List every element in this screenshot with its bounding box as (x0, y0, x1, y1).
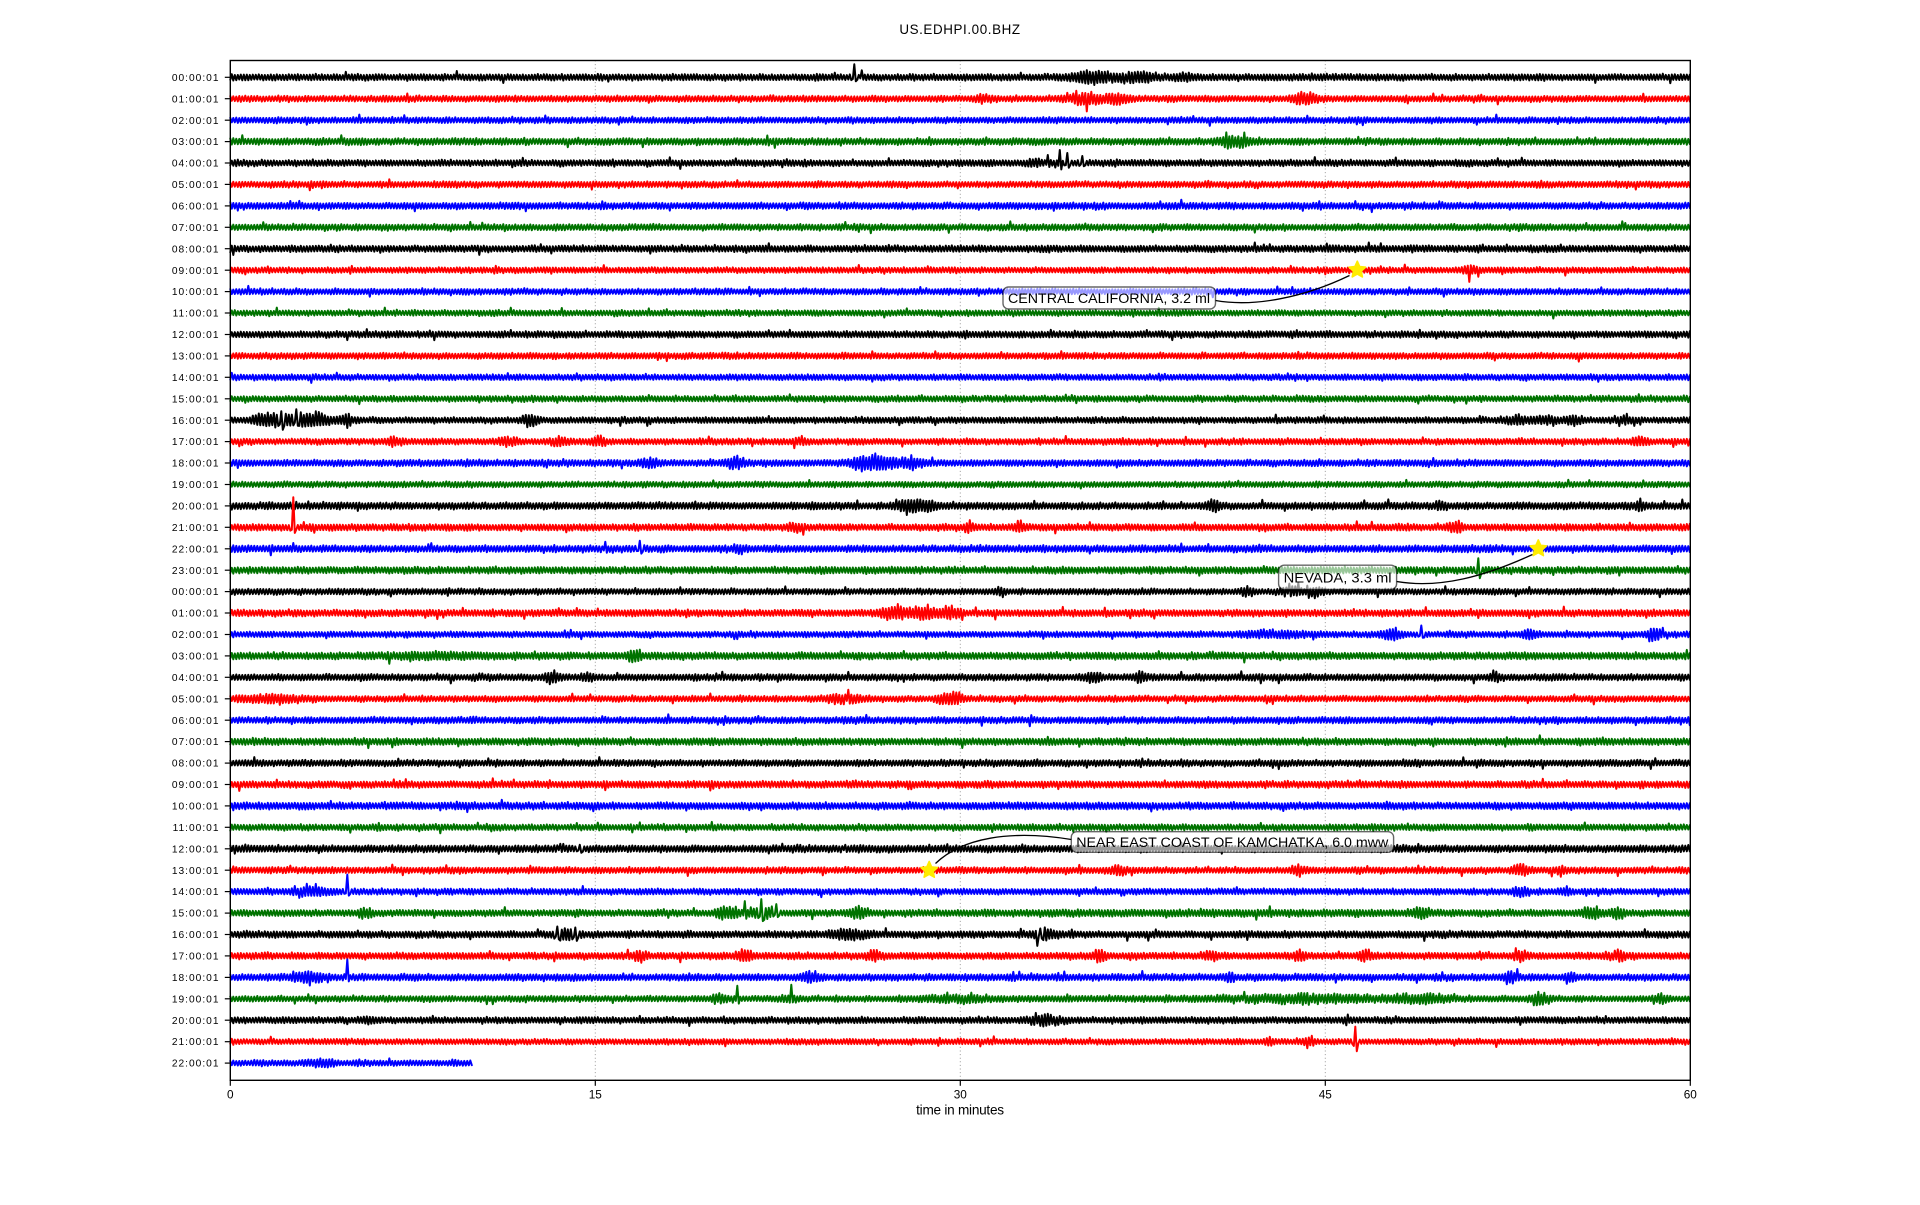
svg-text:13:00:01: 13:00:01 (172, 866, 220, 877)
svg-text:14:00:01: 14:00:01 (172, 887, 220, 898)
svg-text:15: 15 (589, 1088, 603, 1102)
svg-text:13:00:01: 13:00:01 (172, 352, 220, 363)
svg-text:18:00:01: 18:00:01 (172, 459, 220, 470)
svg-text:00:00:01: 00:00:01 (172, 73, 220, 84)
svg-text:06:00:01: 06:00:01 (172, 202, 220, 213)
svg-text:60: 60 (1684, 1088, 1698, 1102)
svg-text:12:00:01: 12:00:01 (172, 844, 220, 855)
svg-text:11:00:01: 11:00:01 (173, 309, 220, 320)
svg-text:03:00:01: 03:00:01 (172, 652, 220, 663)
svg-text:07:00:01: 07:00:01 (172, 737, 220, 748)
svg-text:08:00:01: 08:00:01 (172, 244, 220, 255)
svg-text:06:00:01: 06:00:01 (172, 716, 220, 727)
svg-text:02:00:01: 02:00:01 (172, 630, 220, 641)
svg-text:19:00:01: 19:00:01 (172, 994, 220, 1005)
svg-text:14:00:01: 14:00:01 (172, 373, 220, 384)
svg-text:23:00:01: 23:00:01 (172, 566, 220, 577)
svg-text:00:00:01: 00:00:01 (172, 587, 220, 598)
svg-text:08:00:01: 08:00:01 (172, 759, 220, 770)
svg-text:09:00:01: 09:00:01 (172, 266, 220, 277)
svg-text:NEVADA, 3.3 ml: NEVADA, 3.3 ml (1284, 570, 1392, 586)
svg-text:11:00:01: 11:00:01 (173, 823, 220, 834)
svg-text:CENTRAL CALIFORNIA, 3.2 ml: CENTRAL CALIFORNIA, 3.2 ml (1008, 291, 1210, 307)
svg-text:15:00:01: 15:00:01 (172, 394, 220, 405)
svg-text:15:00:01: 15:00:01 (172, 909, 220, 920)
svg-text:01:00:01: 01:00:01 (172, 94, 220, 105)
svg-text:21:00:01: 21:00:01 (172, 1037, 220, 1048)
svg-text:21:00:01: 21:00:01 (172, 523, 220, 534)
svg-text:04:00:01: 04:00:01 (172, 673, 220, 684)
svg-text:22:00:01: 22:00:01 (172, 1059, 220, 1070)
svg-text:05:00:01: 05:00:01 (172, 694, 220, 705)
svg-text:22:00:01: 22:00:01 (172, 544, 220, 555)
svg-text:03:00:01: 03:00:01 (172, 137, 220, 148)
svg-text:20:00:01: 20:00:01 (172, 1016, 220, 1027)
svg-text:30: 30 (954, 1088, 968, 1102)
svg-text:10:00:01: 10:00:01 (172, 802, 220, 813)
svg-text:time in minutes: time in minutes (916, 1103, 1004, 1118)
svg-text:17:00:01: 17:00:01 (172, 437, 220, 448)
svg-text:17:00:01: 17:00:01 (172, 952, 220, 963)
svg-text:07:00:01: 07:00:01 (172, 223, 220, 234)
svg-text:10:00:01: 10:00:01 (172, 287, 220, 298)
svg-text:19:00:01: 19:00:01 (172, 480, 220, 491)
svg-text:45: 45 (1319, 1088, 1333, 1102)
svg-text:12:00:01: 12:00:01 (172, 330, 220, 341)
svg-text:18:00:01: 18:00:01 (172, 973, 220, 984)
svg-text:16:00:01: 16:00:01 (172, 416, 220, 427)
svg-text:NEAR EAST COAST OF KAMCHATKA,: NEAR EAST COAST OF KAMCHATKA, 6.0 mww (1076, 835, 1389, 851)
svg-text:0: 0 (227, 1088, 234, 1102)
svg-text:02:00:01: 02:00:01 (172, 116, 220, 127)
svg-text:20:00:01: 20:00:01 (172, 502, 220, 513)
svg-text:05:00:01: 05:00:01 (172, 180, 220, 191)
svg-text:09:00:01: 09:00:01 (172, 780, 220, 791)
svg-text:01:00:01: 01:00:01 (172, 609, 220, 620)
svg-text:US.EDHPI.00.BHZ: US.EDHPI.00.BHZ (899, 22, 1020, 37)
svg-text:16:00:01: 16:00:01 (172, 930, 220, 941)
svg-text:04:00:01: 04:00:01 (172, 159, 220, 170)
